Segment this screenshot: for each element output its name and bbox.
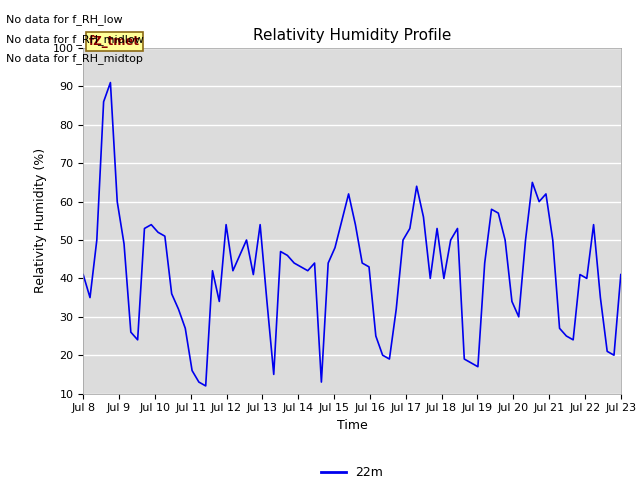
Text: No data for f_RH_midtop: No data for f_RH_midtop (6, 53, 143, 64)
Legend: 22m: 22m (316, 461, 388, 480)
X-axis label: Time: Time (337, 419, 367, 432)
Text: fZ_tmet: fZ_tmet (88, 35, 140, 48)
Text: No data for f_RH_midlow: No data for f_RH_midlow (6, 34, 144, 45)
Y-axis label: Relativity Humidity (%): Relativity Humidity (%) (34, 148, 47, 293)
Title: Relativity Humidity Profile: Relativity Humidity Profile (253, 28, 451, 43)
Text: No data for f_RH_low: No data for f_RH_low (6, 14, 123, 25)
